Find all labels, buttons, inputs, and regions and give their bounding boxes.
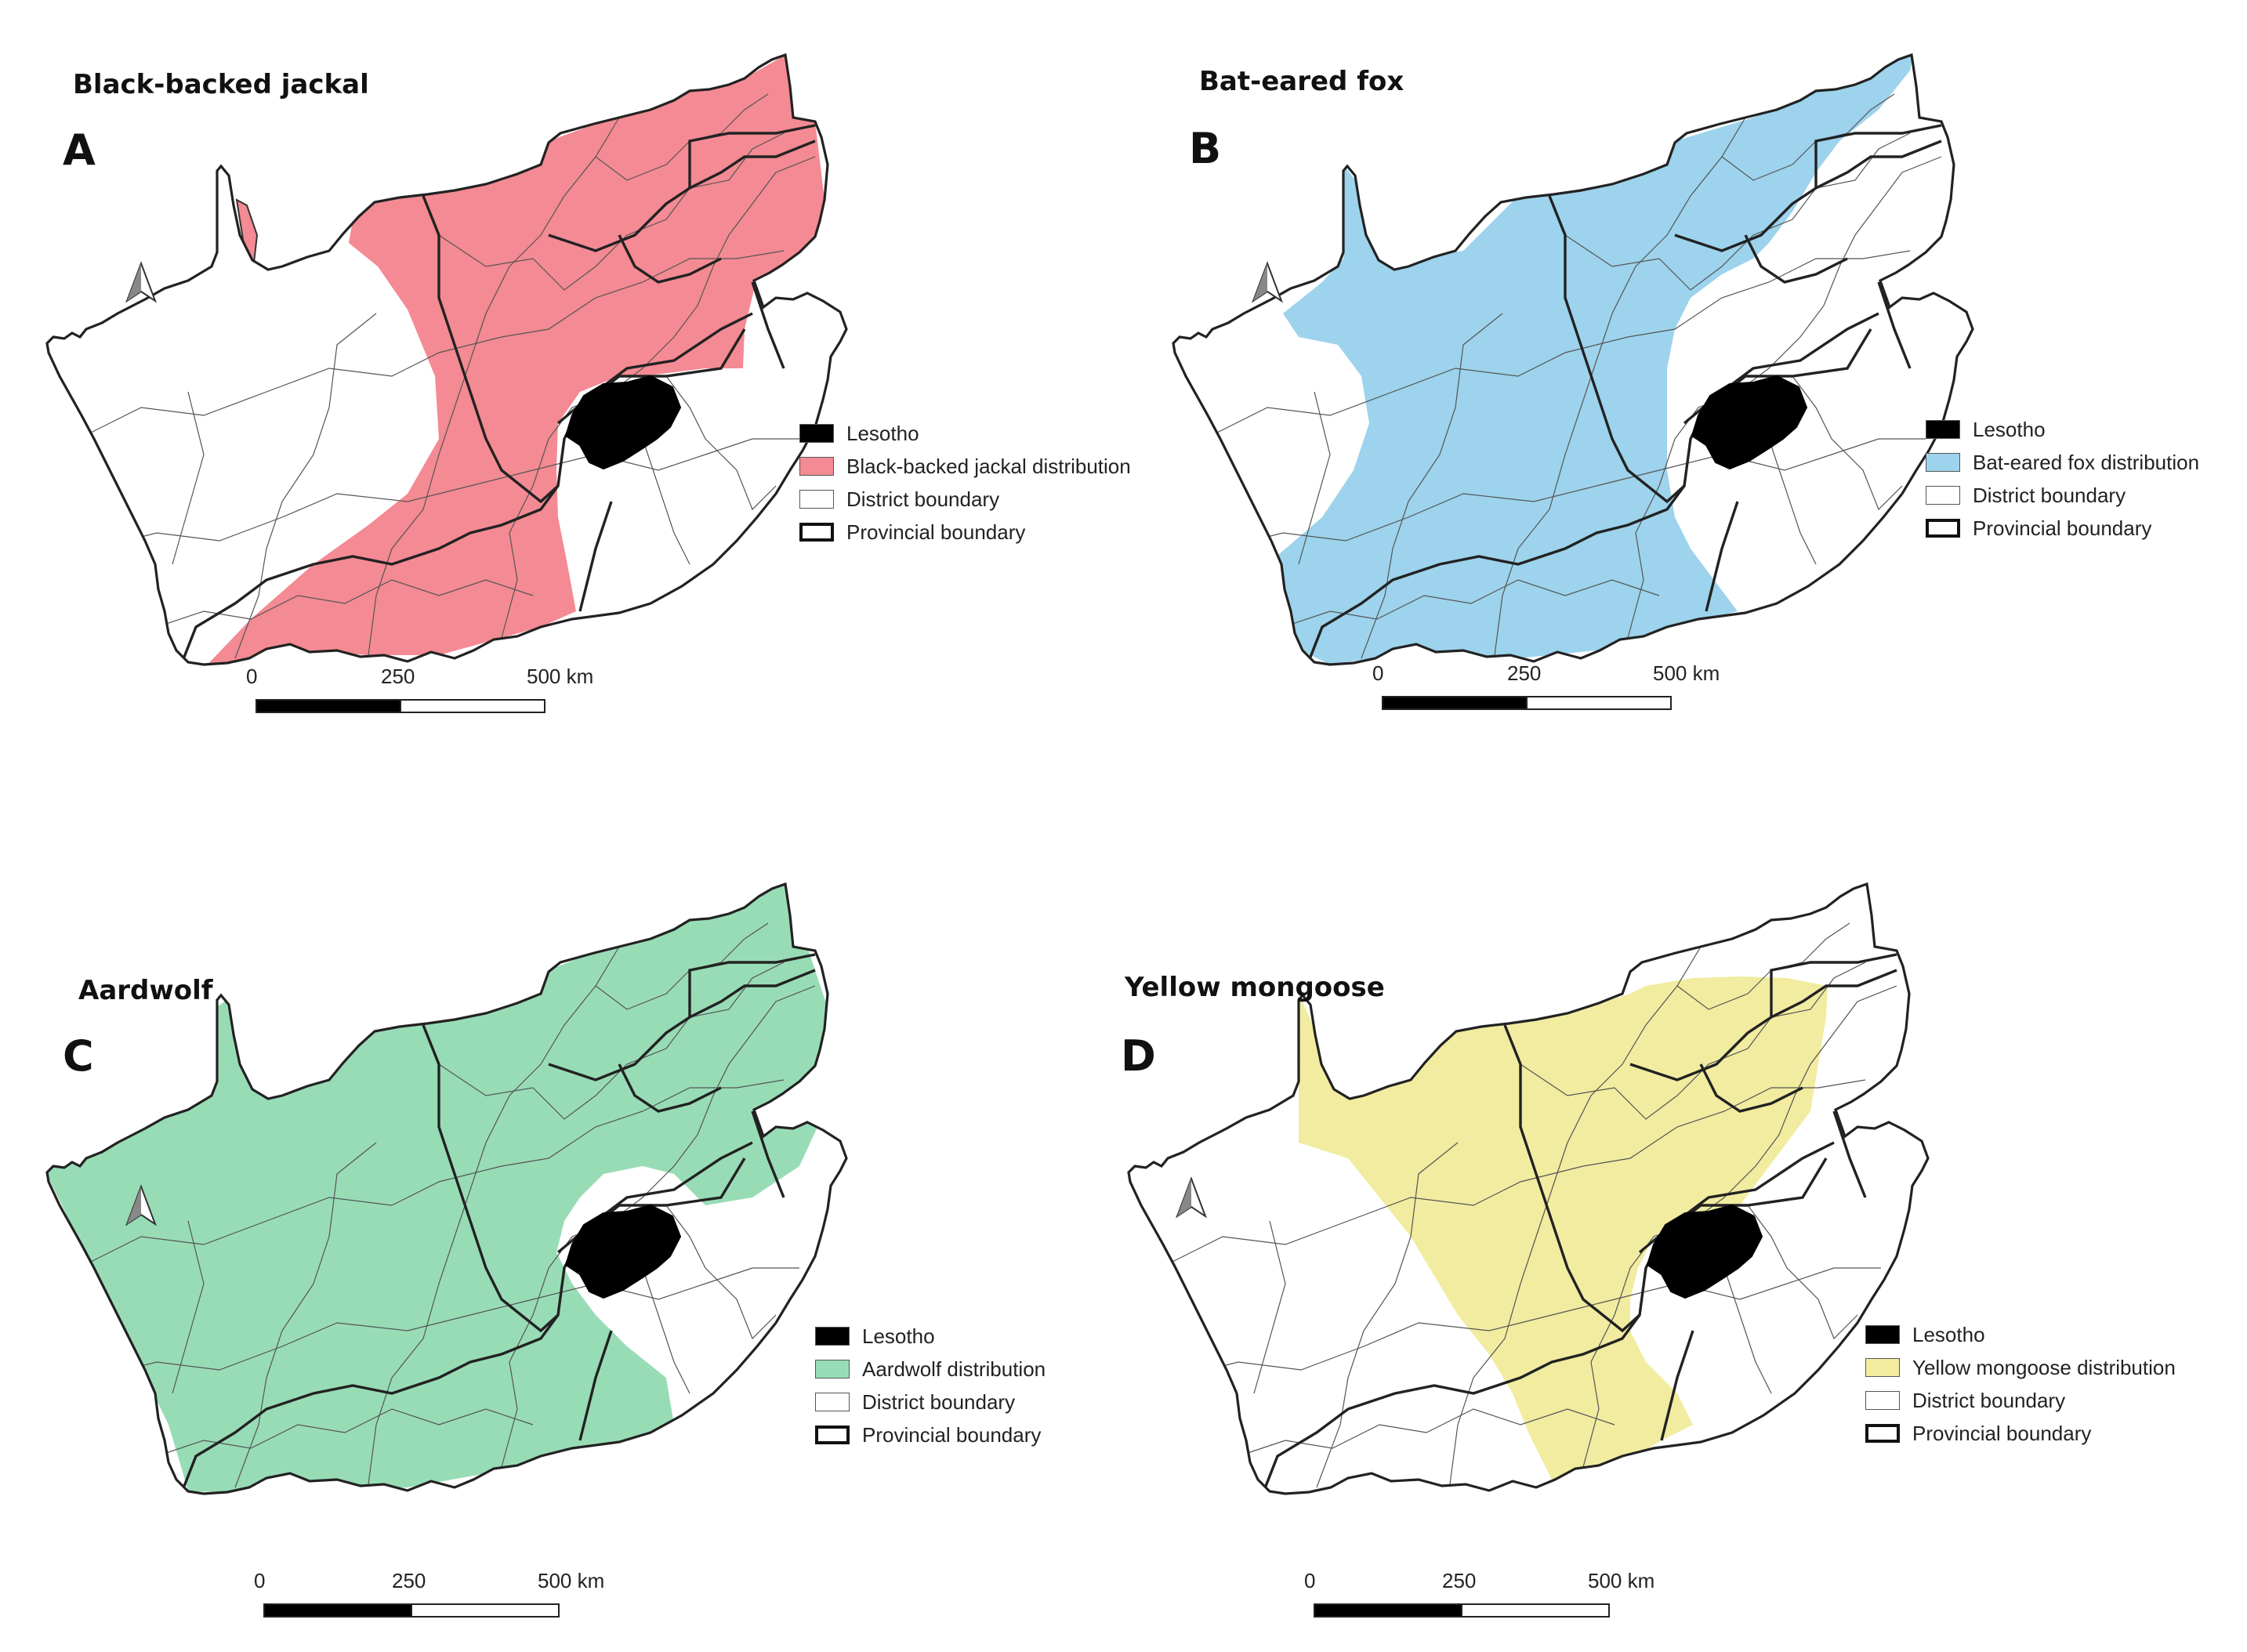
distribution-area: [1220, 55, 1918, 665]
scale-tick-0: 0: [254, 1569, 266, 1592]
scale-bar: 0 250 500 km: [1304, 1569, 1654, 1624]
scale-tick-500: 500 km: [538, 1569, 605, 1592]
legend-distribution: Yellow mongoose distribution: [1912, 1355, 2176, 1379]
district-swatch: [815, 1393, 850, 1411]
distribution-swatch: [1926, 453, 1960, 472]
panel-title: Yellow mongoose: [1125, 972, 1385, 1003]
distribution-swatch: [1865, 1358, 1900, 1377]
scale-bar-white: [1461, 1603, 1610, 1618]
panel-letter: D: [1121, 1031, 1156, 1081]
scale-tick-0: 0: [1304, 1569, 1316, 1592]
north-arrow-icon: [1251, 261, 1284, 303]
lesotho-swatch: [815, 1327, 850, 1346]
legend-lesotho: Lesotho: [1973, 417, 2046, 441]
scale-tick-250: 250: [381, 665, 415, 688]
scale-tick-500: 500 km: [1653, 661, 1720, 685]
map-panel-d: Yellow mongoose D Lesotho Yellow mongoos…: [1082, 829, 2202, 1652]
north-arrow-icon: [1175, 1176, 1208, 1219]
legend-district: District boundary: [1912, 1388, 2066, 1412]
scale-tick-500: 500 km: [527, 665, 594, 688]
legend-provincial: Provincial boundary: [1973, 516, 2152, 540]
legend-district: District boundary: [862, 1389, 1016, 1414]
district-swatch: [1926, 486, 1960, 505]
legend-lesotho: Lesotho: [862, 1324, 935, 1348]
district-boundaries: [1159, 922, 1897, 1488]
map-panel-a: Black-backed jackal A Lesotho Black-back…: [0, 0, 1131, 823]
panel-letter: B: [1189, 124, 1222, 173]
scale-tick-500: 500 km: [1588, 1569, 1655, 1592]
scale-bar-white: [1526, 696, 1672, 710]
provincial-swatch: [799, 523, 834, 542]
provincial-swatch: [1865, 1424, 1900, 1443]
north-arrow-icon: [125, 1184, 158, 1226]
legend-lesotho: Lesotho: [846, 421, 919, 445]
scale-tick-250: 250: [392, 1569, 426, 1592]
scale-bar-black: [263, 1603, 412, 1618]
lesotho-shape: [564, 375, 682, 470]
provincial-swatch: [1926, 519, 1960, 538]
provincial-swatch: [815, 1426, 850, 1444]
panel-title: Bat-eared fox: [1199, 66, 1404, 97]
distribution-area: [47, 884, 846, 1492]
legend-distribution: Aardwolf distribution: [862, 1357, 1046, 1381]
lesotho-swatch: [799, 424, 834, 443]
legend-provincial: Provincial boundary: [846, 520, 1026, 544]
legend-distribution: Black-backed jackal distribution: [846, 454, 1131, 478]
distribution-area: [1299, 976, 1828, 1480]
scale-bar: 0 250 500 km: [246, 665, 593, 719]
panel-title: Black-backed jackal: [73, 69, 369, 100]
distribution-swatch: [815, 1360, 850, 1378]
district-boundaries: [78, 93, 816, 659]
legend-district: District boundary: [1973, 483, 2126, 507]
scale-tick-250: 250: [1442, 1569, 1477, 1592]
map-b: [1172, 53, 1974, 666]
scale-bar: 0 250 500 km: [1372, 661, 1720, 716]
map-d: [1127, 882, 1930, 1495]
legend-lesotho: Lesotho: [1912, 1322, 1985, 1346]
map-panel-c: Aardwolf C Lesotho Aardwolf distribution…: [0, 829, 1121, 1652]
legend-district: District boundary: [846, 487, 1000, 511]
scale-tick-0: 0: [1372, 661, 1384, 685]
district-swatch: [799, 490, 834, 509]
scale-tick-0: 0: [246, 665, 258, 688]
scale-tick-250: 250: [1507, 661, 1542, 685]
lesotho-shape: [1646, 1204, 1763, 1299]
map-c: [45, 882, 848, 1495]
scale-bar-black: [1382, 696, 1528, 710]
district-swatch: [1865, 1391, 1900, 1410]
scale-bar-black: [1314, 1603, 1462, 1618]
map-panel-b: Bat-eared fox B Lesotho Bat-eared fox di…: [1126, 0, 2247, 823]
scale-bar-white: [411, 1603, 560, 1618]
scale-bar: 0 250 500 km: [254, 1569, 604, 1624]
district-boundaries: [78, 922, 816, 1488]
panel-letter: A: [63, 125, 96, 175]
legend-provincial: Provincial boundary: [1912, 1421, 2092, 1445]
legend-distribution: Bat-eared fox distribution: [1973, 450, 2200, 474]
scale-bar-white: [400, 699, 545, 713]
distribution-swatch: [799, 457, 834, 476]
north-arrow-icon: [125, 261, 158, 303]
scale-bar-black: [256, 699, 401, 713]
lesotho-swatch: [1865, 1325, 1900, 1344]
lesotho-shape: [564, 1204, 682, 1299]
panel-letter: C: [63, 1031, 94, 1081]
legend-provincial: Provincial boundary: [862, 1422, 1042, 1447]
lesotho-shape: [1691, 375, 1808, 470]
map-a: [45, 53, 848, 666]
lesotho-swatch: [1926, 420, 1960, 439]
panel-title: Aardwolf: [78, 975, 213, 1006]
